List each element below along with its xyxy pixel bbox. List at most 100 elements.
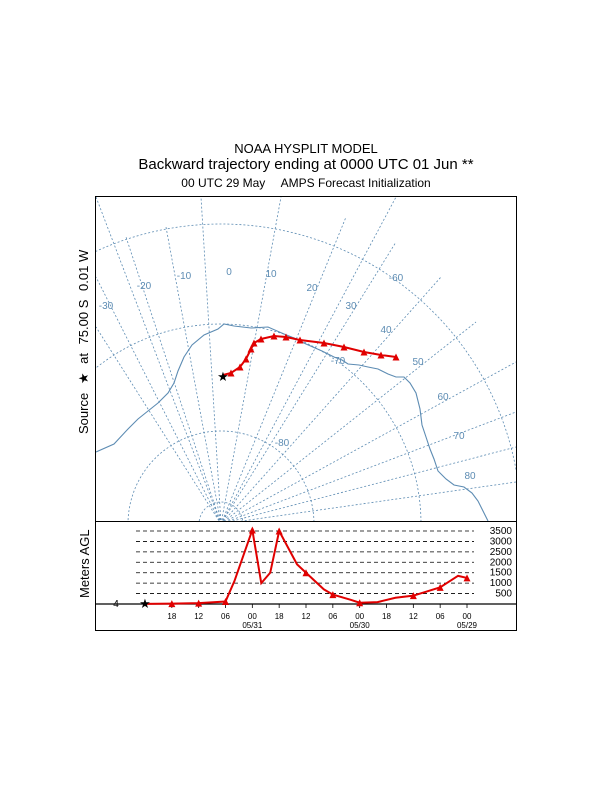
meridian-line: [200, 197, 222, 521]
meridian-line: [222, 197, 397, 521]
height-marker: [168, 600, 176, 608]
source-star-marker-icon: ★: [139, 596, 151, 611]
trajectory-marker: [377, 351, 385, 359]
start-time: 00 UTC 29 May: [181, 176, 266, 190]
level-label: 1000: [490, 578, 513, 589]
height-marker: [195, 599, 203, 607]
vertical-profile-chart: 3500 3000 2500 2000 1500 1000 500 18 12 06 00 18 12…: [95, 521, 517, 631]
source-word: Source: [76, 392, 91, 434]
height-marker: [409, 592, 417, 600]
meridian-label: 40: [380, 325, 392, 336]
level-label: 500: [495, 589, 512, 600]
time-tick-label: 12: [194, 612, 203, 621]
trajectory-marker: [250, 339, 258, 347]
meridian-label: 30: [345, 301, 357, 312]
meridian-line: [225, 361, 516, 521]
meridian-line: [165, 226, 221, 521]
time-tick-label: 06: [328, 612, 337, 621]
height-marker: [463, 574, 471, 582]
trajectory-marker: [227, 369, 235, 377]
source-lon: 0.01 W: [76, 249, 91, 291]
coastline: [96, 323, 489, 521]
map-svg: -30 -20 -10 0 10 20 30 -60 40 50 60 70 80 -70 -80 ★: [96, 197, 516, 521]
trajectory-marker: [360, 348, 368, 356]
height-marker: [436, 583, 444, 591]
trajectory-marker: [320, 339, 328, 347]
initialization-subtitle: 00 UTC 29 May AMPS Forecast Initializati…: [0, 176, 612, 190]
source-star-icon: ★: [76, 372, 91, 385]
height-marker: [275, 527, 283, 535]
height-marker: [329, 591, 337, 599]
trajectory-marker: [257, 335, 265, 343]
model-title: NOAA HYSPLIT MODEL: [234, 141, 378, 156]
trajectory-map: -30 -20 -10 0 10 20 30 -60 40 50 60 70 80 -70 -80 ★: [95, 196, 517, 522]
level-label: 2500: [490, 547, 513, 558]
time-tick-label: 18: [382, 612, 391, 621]
meridian-line: [224, 321, 477, 521]
time-tick-label: 00: [463, 612, 472, 621]
meridian-label: 80: [464, 471, 476, 482]
source-location-label: Source ★ at 75.00 S 0.01 W: [76, 245, 92, 434]
time-tick-label: 18: [167, 612, 176, 621]
parallel-label: -80: [275, 438, 290, 449]
time-tick-label: 06: [221, 612, 230, 621]
meridian-line: [239, 481, 516, 521]
trajectory-marker: [340, 343, 348, 351]
meridian-label: -20: [137, 281, 152, 292]
meridian-line: [96, 326, 220, 521]
meridian-lines: [96, 197, 516, 521]
trajectory-marker: [247, 345, 255, 353]
date-label: 05/31: [242, 621, 263, 630]
meridian-label: 10: [265, 269, 277, 280]
parallel-label: -70: [331, 356, 346, 367]
source-at: at: [76, 353, 91, 364]
time-tick-label: 12: [409, 612, 418, 621]
meridian-line: [222, 241, 397, 521]
trajectory-marker: [296, 336, 304, 344]
meridian-label: 20: [306, 283, 318, 294]
meridian-line: [221, 216, 347, 521]
time-tick-label: 00: [355, 612, 364, 621]
level-label: 2000: [490, 557, 513, 568]
height-markers: [168, 526, 471, 608]
height-marker: [248, 526, 256, 534]
forecast-init: AMPS Forecast Initialization: [280, 176, 431, 190]
meridian-label: 60: [437, 392, 449, 403]
trajectory-marker: [270, 332, 278, 340]
meridian-line: [125, 236, 221, 521]
height-marker: [222, 597, 229, 605]
meridian-label: -60: [389, 273, 404, 284]
meridian-label: 0: [226, 267, 232, 278]
trajectory-title: Backward trajectory ending at 0000 UTC 0…: [138, 156, 474, 173]
graticule-labels: -30 -20 -10 0 10 20 30 -60 40 50 60 70 80 -70 -80: [99, 267, 476, 482]
meridian-label: -30: [99, 301, 114, 312]
level-label: 1500: [490, 568, 513, 579]
meridian-line: [227, 411, 516, 521]
time-tick-label: 18: [275, 612, 284, 621]
trajectory-marker: [282, 333, 290, 341]
source-lat: 75.00 S: [76, 299, 91, 345]
date-label: 05/30: [350, 621, 371, 630]
height-marker: [356, 599, 364, 607]
trajectory-marker: [242, 355, 250, 363]
level-label: 3500: [490, 526, 513, 537]
time-tick-label: 06: [436, 612, 445, 621]
height-marker: [302, 569, 310, 577]
y-axis-title: Meters AGL: [77, 529, 92, 598]
meridian-label: 50: [412, 357, 424, 368]
meridian-label: 70: [453, 431, 465, 442]
level-label: 3000: [490, 536, 513, 547]
time-tick-label: 00: [248, 612, 257, 621]
trajectory-marker: [236, 363, 244, 371]
time-tick-label: 12: [302, 612, 311, 621]
meridian-line: [230, 446, 516, 521]
meridian-line: [96, 276, 220, 521]
source-star-icon: ★: [217, 369, 229, 384]
trajectory-path: [222, 334, 397, 376]
ground-value-label: 4: [113, 599, 119, 610]
date-label: 05/29: [457, 621, 478, 630]
graticule: [96, 223, 516, 521]
